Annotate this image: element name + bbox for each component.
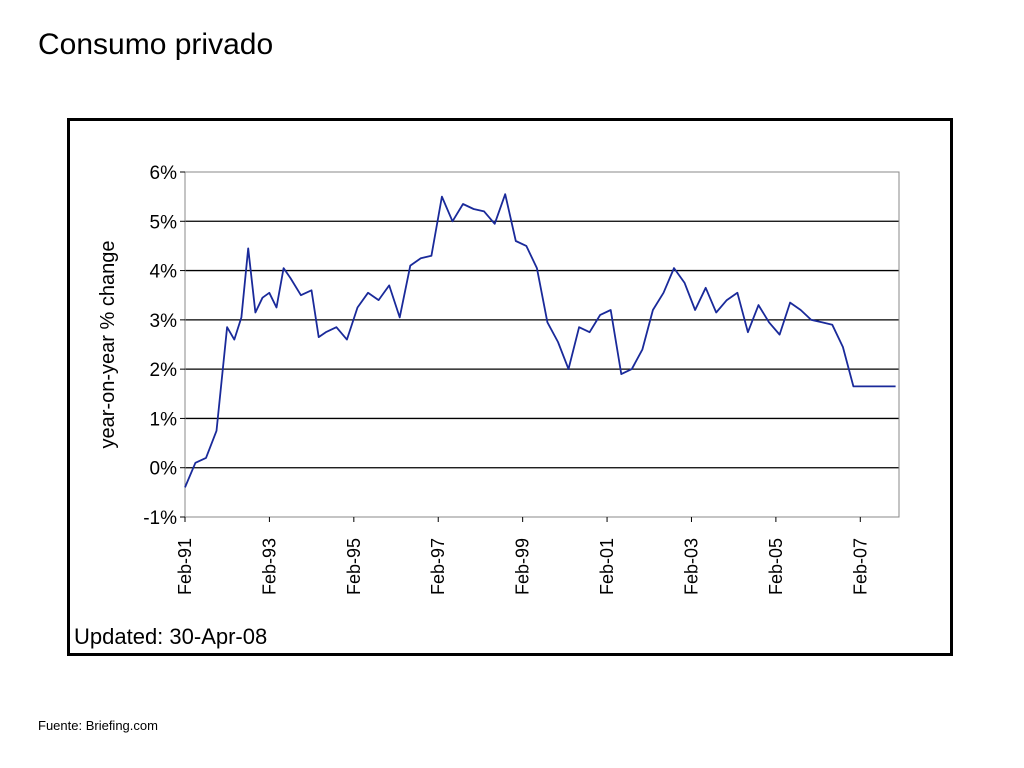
y-tick-label: 0% [150, 459, 178, 480]
y-tick-label: 5% [150, 212, 178, 233]
plot-area [184, 171, 900, 518]
y-tick-label: 1% [150, 409, 178, 430]
series-line [184, 193, 896, 488]
x-axis-ticks: Feb-91 Feb-93 Feb-95 Feb-97 Feb-99 Feb-01 Feb-… [175, 517, 870, 595]
slide-title: Consumo privado [38, 28, 274, 61]
y-tick-label: 2% [150, 360, 178, 381]
x-tick-label: Feb-03 [681, 538, 701, 595]
updated-note: Updated: 30-Apr-08 [74, 624, 267, 649]
source-note: Fuente: Briefing.com [38, 718, 158, 733]
y-tick-label: -1% [143, 508, 177, 529]
x-tick-label: Feb-99 [513, 538, 533, 595]
y-axis-label: year-on-year % change [97, 241, 119, 449]
x-tick-label: Feb-01 [597, 538, 617, 595]
line-chart: -1%0%1%2%3%4%5%6% Feb-91 Feb-93 Feb-95 Feb-… [74, 163, 900, 649]
gridlines [185, 220, 899, 469]
x-tick-label: Feb-05 [766, 538, 786, 595]
chart-frame: -1% 0% 1% 2% 3% 4% 5% 6% Feb-91 Feb-93 Feb-95 Feb-… [67, 118, 953, 656]
y-tick-label: 3% [150, 311, 178, 332]
x-tick-label: Feb-97 [428, 538, 448, 595]
x-tick-label: Feb-93 [259, 538, 279, 595]
series-layer [184, 193, 896, 488]
y-tick-label: 6% [150, 163, 178, 184]
x-tick-label: Feb-07 [850, 538, 870, 595]
y-axis-ticks: -1% 0% 1% 2% 3% 4% 5% 6% [143, 163, 185, 529]
x-tick-label: Feb-95 [344, 538, 364, 595]
x-tick-label: Feb-91 [175, 538, 195, 595]
y-tick-label: 4% [150, 262, 178, 283]
